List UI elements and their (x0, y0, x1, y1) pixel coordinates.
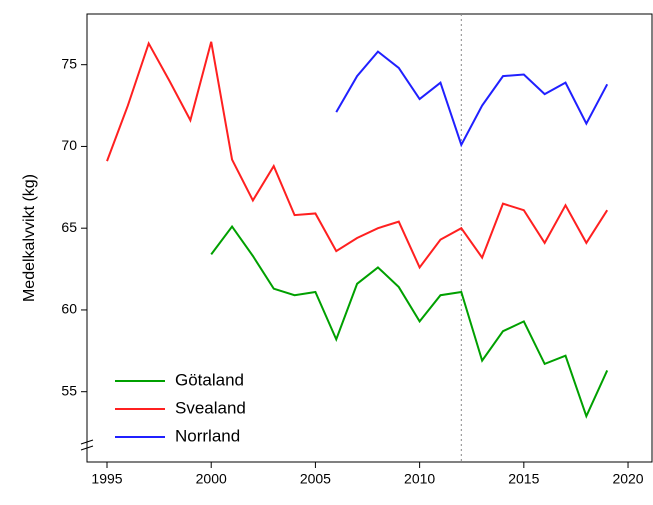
x-tick-label: 2020 (612, 471, 643, 487)
y-axis-label: Medelkalvvikt (kg) (21, 174, 38, 302)
x-tick-label: 1995 (91, 471, 122, 487)
y-tick-label: 65 (61, 219, 77, 235)
x-tick-label: 2010 (404, 471, 435, 487)
series-line (106, 40, 609, 270)
y-tick-label: 60 (61, 301, 77, 317)
series-line (210, 224, 609, 419)
legend-label: Norrland (175, 426, 240, 445)
series-line (335, 50, 609, 148)
legend-label: Götaland (175, 370, 244, 389)
plot-frame (86, 13, 653, 463)
legend-label: Svealand (175, 398, 246, 417)
y-tick-label: 70 (61, 137, 77, 153)
y-tick-label: 55 (61, 382, 77, 398)
x-tick-label: 2000 (196, 471, 227, 487)
x-tick-label: 2005 (300, 471, 331, 487)
x-tick-label: 2015 (508, 471, 539, 487)
axis-break (80, 439, 94, 451)
y-tick-label: 75 (61, 55, 77, 71)
